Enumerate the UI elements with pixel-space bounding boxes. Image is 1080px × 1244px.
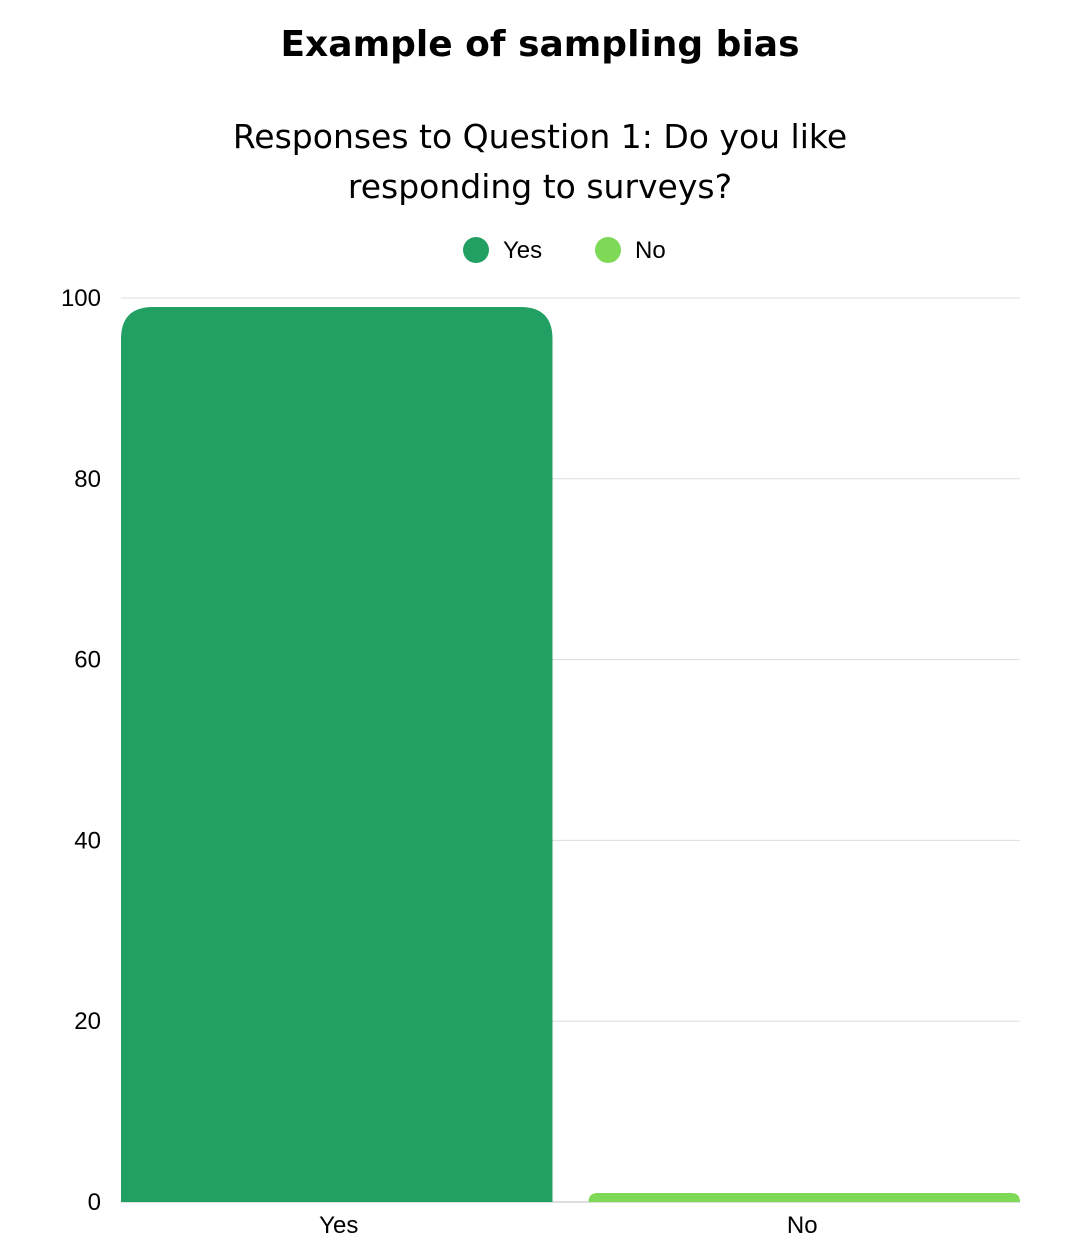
x-tick-label: Yes (319, 1212, 358, 1239)
y-tick-label: 40 (74, 827, 101, 854)
bars (121, 307, 1020, 1202)
legend-label: Yes (503, 237, 542, 264)
legend-label: No (635, 237, 666, 264)
legend: Yes No (463, 237, 666, 264)
y-tick-label: 0 (88, 1189, 101, 1216)
chart-title: Example of sampling bias (280, 24, 800, 65)
y-tick-label: 20 (74, 1008, 101, 1035)
chart-subtitle: Responses to Question 1: Do you like res… (232, 117, 848, 206)
legend-swatch (463, 237, 489, 263)
x-axis: Yes No (319, 1212, 817, 1239)
legend-swatch (595, 237, 621, 263)
y-axis: 0 20 40 60 80 100 (61, 285, 101, 1216)
x-tick-label: No (787, 1212, 818, 1239)
y-tick-label: 100 (61, 285, 101, 312)
bar-yes (121, 307, 553, 1202)
y-tick-label: 80 (74, 466, 101, 493)
y-tick-label: 60 (74, 647, 101, 674)
bar-no (588, 1192, 1020, 1202)
